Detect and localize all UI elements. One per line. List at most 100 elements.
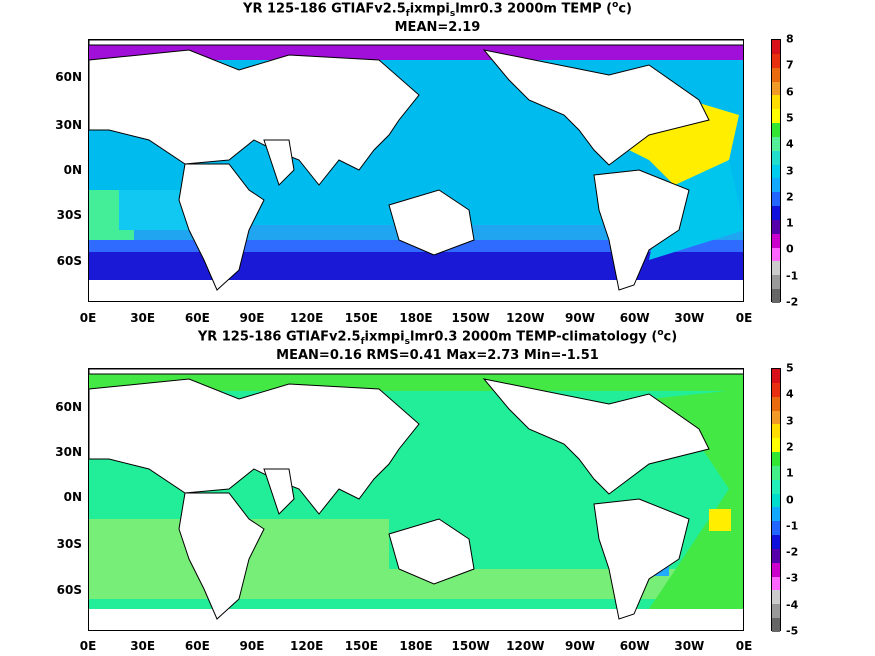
x-axis-tick-label: 120W — [506, 311, 545, 325]
x-axis-tick-label: 180E — [399, 311, 433, 325]
y-axis-tick-label: 30N — [55, 118, 82, 132]
colorbar-segment — [772, 410, 780, 425]
colorbar-tick-label: 7 — [786, 58, 794, 72]
colorbar-segment — [772, 382, 780, 398]
x-axis-tick-label: 120W — [506, 639, 545, 653]
colorbar-tick-label: 3 — [786, 414, 794, 428]
colorbar-tick-label: 5 — [786, 361, 794, 375]
colorbar-tick-label: -1 — [786, 519, 799, 533]
colorbar-segment — [772, 275, 780, 290]
x-axis-tick-label: 60W — [619, 639, 650, 653]
x-axis-tick-label: 0E — [735, 639, 753, 653]
colorbar-tick-label: -2 — [786, 545, 799, 559]
colorbar-segment — [772, 465, 780, 481]
panel2-colorbar — [771, 368, 781, 633]
panel2-title-line1: YR 125-186 GTIAFv2.5fixmpislmr0.3 2000m … — [197, 328, 678, 347]
colorbar-segment — [772, 150, 780, 166]
land-mass — [89, 378, 420, 515]
colorbar-segment — [772, 590, 780, 605]
colorbar-segment — [772, 289, 780, 304]
colorbar-tick-label: 1 — [786, 216, 794, 230]
land-mass — [263, 468, 295, 515]
colorbar-segment — [772, 396, 780, 411]
colorbar-segment — [772, 548, 780, 564]
x-axis-tick-label: 30W — [674, 311, 705, 325]
colorbar-tick-label: -2 — [786, 295, 799, 309]
x-axis-tick-label: 0E — [79, 311, 97, 325]
colorbar-segment — [772, 369, 780, 384]
colorbar-segment — [772, 247, 780, 262]
colorbar-tick-label: 0 — [786, 493, 794, 506]
land-mass — [593, 169, 690, 291]
colorbar-tick-label: 8 — [786, 32, 794, 46]
y-axis-tick-label: 60N — [55, 70, 82, 84]
x-axis-tick-label: 150E — [344, 311, 378, 325]
x-axis-tick-label: 180E — [399, 639, 433, 653]
colorbar-segment — [772, 53, 780, 69]
y-axis-tick-label: 0N — [63, 163, 82, 177]
x-axis-tick-label: 120E — [290, 311, 324, 325]
colorbar-segment — [772, 618, 780, 633]
colorbar-segment — [772, 576, 780, 591]
colorbar-tick-label: 2 — [786, 440, 794, 454]
colorbar-tick-label: -4 — [786, 598, 799, 612]
colorbar-segment — [772, 521, 780, 536]
x-axis-tick-label: 90E — [239, 311, 265, 325]
colorbar-segment — [772, 40, 780, 55]
colorbar-segment — [772, 164, 780, 179]
x-axis-tick-label: 30E — [130, 639, 156, 653]
x-axis-tick-label: 30W — [674, 639, 705, 653]
land-mass — [593, 498, 690, 620]
colorbar-segment — [772, 192, 780, 207]
y-axis-tick-label: 30S — [56, 537, 82, 551]
colorbar-segment — [772, 479, 780, 495]
colorbar-tick-label: 0 — [786, 242, 794, 256]
panel1-map — [88, 39, 744, 302]
colorbar-tick-label: 2 — [786, 190, 794, 204]
land-mass — [482, 378, 710, 495]
land-mass — [178, 163, 265, 291]
colorbar-segment — [772, 604, 780, 619]
colorbar-segment — [772, 493, 780, 508]
land-mass — [89, 49, 420, 186]
x-axis-tick-label: 150W — [451, 311, 490, 325]
colorbar-tick-label: -5 — [786, 624, 799, 638]
panel2-title-line2: MEAN=0.16 RMS=0.41 Max=2.73 Min=-1.51 — [276, 348, 599, 363]
colorbar-segment — [772, 562, 780, 578]
x-axis-tick-label: 0E — [79, 639, 97, 653]
colorbar-tick-label: 1 — [786, 466, 794, 480]
x-axis-tick-label: 60E — [184, 311, 210, 325]
land-mass — [482, 49, 710, 166]
colorbar-segment — [772, 136, 780, 152]
y-axis-tick-label: 0N — [63, 490, 82, 504]
y-axis-tick-label: 60S — [56, 254, 82, 268]
panel1-colorbar — [771, 39, 781, 304]
panel1-title-line1: YR 125-186 GTIAFv2.5fixmpislmr0.3 2000m … — [243, 0, 632, 19]
colorbar-tick-label: 5 — [786, 111, 794, 125]
y-axis-tick-label: 60S — [56, 583, 82, 597]
x-axis-tick-label: 90E — [239, 639, 265, 653]
colorbar-segment — [772, 507, 780, 522]
y-axis-tick-label: 30N — [55, 445, 82, 459]
x-axis-tick-label: 0E — [735, 311, 753, 325]
colorbar-segment — [772, 219, 780, 235]
land-mass — [89, 40, 743, 46]
colorbar-segment — [772, 424, 780, 439]
land-mass — [89, 369, 743, 375]
y-axis-tick-label: 60N — [55, 400, 82, 414]
colorbar-segment — [772, 178, 780, 193]
land-mass — [178, 492, 265, 620]
colorbar-segment — [772, 95, 780, 110]
x-axis-tick-label: 90W — [565, 311, 595, 325]
colorbar-segment — [772, 109, 780, 124]
panel1-title-line2: MEAN=2.19 — [394, 20, 481, 35]
x-axis-tick-label: 60E — [184, 639, 210, 653]
colorbar-segment — [772, 81, 780, 96]
x-axis-tick-label: 150E — [344, 639, 378, 653]
colorbar-segment — [772, 438, 780, 453]
land-mass — [388, 189, 475, 256]
colorbar-tick-label: 3 — [786, 164, 794, 177]
colorbar-segment — [772, 452, 780, 467]
colorbar-segment — [772, 123, 780, 138]
panel2-map — [88, 368, 744, 631]
